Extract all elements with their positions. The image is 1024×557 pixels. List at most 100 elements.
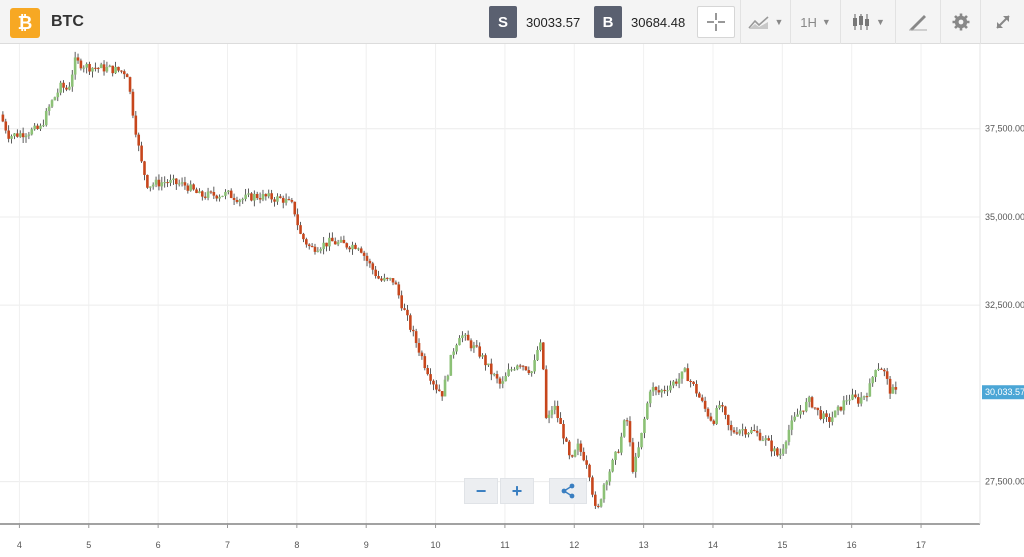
candle-body [478,346,482,357]
candle-body [706,408,710,417]
candle-body [458,338,461,346]
candle-body [721,405,724,407]
candle-body [96,67,100,69]
candle-body [229,190,233,198]
candle-body [21,133,25,138]
candle-body [354,244,357,249]
candle-body [267,193,271,197]
candle-body [293,201,297,215]
draw-tools-button[interactable] [895,0,940,44]
candle-body [741,429,744,431]
candle-body [553,405,557,410]
candle-body [484,355,487,366]
candle-body [856,397,860,404]
candle-body [776,448,779,456]
fullscreen-button[interactable] [980,0,1024,44]
candle-body [845,400,849,402]
candle-body [628,421,632,443]
candle-body [94,67,97,69]
interval-selector[interactable]: 1H ▼ [790,0,840,44]
candle-body [122,71,126,75]
settings-button[interactable] [940,0,980,44]
candle-body [218,196,221,199]
candle-body [588,464,591,478]
candle-body [371,263,375,270]
zoom-out-button[interactable]: − [464,478,498,504]
candle-body [374,269,377,277]
candle-body [796,414,799,417]
candle-body [39,125,42,129]
symbol-name[interactable]: BTC [51,13,84,30]
candle-body [567,441,571,456]
candle-body [296,214,299,226]
candle-body [244,194,247,200]
candle-body [209,191,213,193]
time-tick-label: 17 [916,540,926,550]
candle-body [359,248,363,253]
candle-body [186,185,190,191]
candle-body [750,429,753,433]
crosshair-button[interactable] [697,6,735,38]
candle-body [368,260,372,264]
candle-body [316,250,320,252]
candle-body [351,244,354,250]
line-style-button[interactable]: ▼ [740,0,790,44]
candle-body [481,355,484,357]
chevron-down-icon: ▼ [774,17,784,27]
candle-body [648,391,652,404]
candle-body [544,369,548,418]
candle-body [819,410,823,419]
candle-body [680,371,684,379]
line-chart-icon [747,16,769,29]
candle-body [166,182,169,184]
candle-body [397,284,401,296]
share-icon [561,483,575,499]
candle-body [238,200,242,202]
candle-body [848,399,851,401]
candle-body [128,77,132,92]
last-price-label: 30,033.57 [985,387,1024,397]
candle-body [336,242,340,245]
candle-body [724,406,727,415]
time-tick-label: 6 [156,540,161,550]
candle-body [591,477,594,495]
candle-body [594,494,597,506]
candle-body [521,365,525,367]
candle-body [868,383,872,397]
candle-body [440,391,444,397]
candle-body [836,406,840,411]
time-tick-label: 5 [86,540,91,550]
candle-body [787,429,791,442]
buy-quote[interactable]: B 30684.48 [594,6,685,38]
sell-tag: S [489,6,517,38]
sell-quote[interactable]: S 30033.57 [489,6,580,38]
candle-body [432,380,435,385]
candle-body [383,277,386,281]
candle-body [877,368,880,371]
candle-body [631,442,635,472]
candle-body [206,191,210,198]
candle-body [674,381,678,384]
candle-body [36,125,39,129]
candle-body [828,416,831,422]
candle-body [394,282,398,285]
candle-body [70,74,74,87]
candle-body [865,396,869,398]
candle-body [18,133,22,137]
chart-type-button[interactable]: ▼ [840,0,895,44]
candle-body [790,420,794,430]
candle-body [7,130,10,139]
candle-body [556,405,560,419]
candle-body [261,194,265,200]
share-button[interactable] [549,478,587,504]
candle-body [874,370,877,378]
candle-body [515,365,519,370]
candle-body [154,179,158,185]
candle-body [663,389,666,391]
zoom-in-button[interactable]: + [500,478,534,504]
buy-price: 30684.48 [631,14,686,30]
candle-body [579,443,583,452]
candle-body [224,191,227,196]
candle-body [541,342,545,370]
candle-body [657,390,661,393]
